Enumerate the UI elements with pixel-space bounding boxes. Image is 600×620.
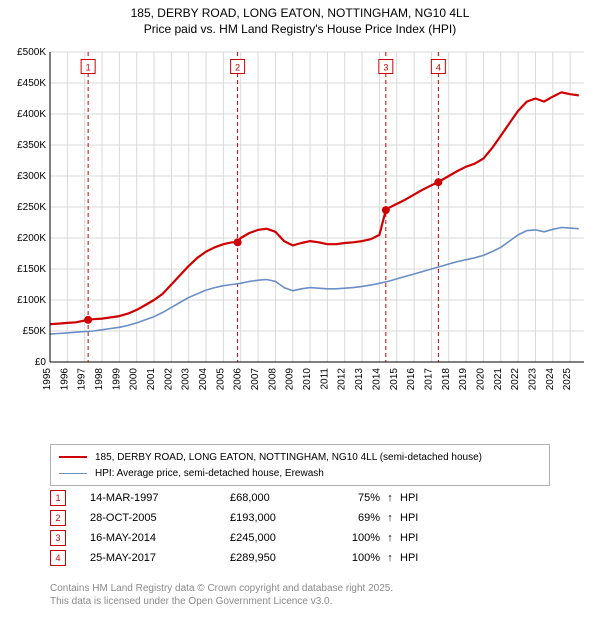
legend-label: HPI: Average price, semi-detached house,… [95, 468, 324, 479]
svg-text:1999: 1999 [111, 368, 122, 391]
svg-text:2014: 2014 [371, 368, 382, 391]
sale-marker: 3 [50, 530, 66, 546]
up-arrow-icon: ↑ [380, 512, 400, 524]
chart-title: 185, DERBY ROAD, LONG EATON, NOTTINGHAM,… [0, 0, 600, 37]
svg-text:2016: 2016 [406, 368, 417, 391]
legend-label: 185, DERBY ROAD, LONG EATON, NOTTINGHAM,… [95, 452, 482, 463]
table-row: 1 14-MAR-1997 £68,000 75% ↑ HPI [50, 488, 440, 508]
svg-text:2025: 2025 [562, 368, 573, 391]
svg-text:£50K: £50K [23, 326, 47, 337]
svg-text:£250K: £250K [17, 202, 46, 213]
hpi-label: HPI [400, 512, 440, 524]
svg-text:2011: 2011 [319, 368, 330, 390]
title-line-1: 185, DERBY ROAD, LONG EATON, NOTTINGHAM,… [0, 6, 600, 22]
up-arrow-icon: ↑ [380, 532, 400, 544]
svg-text:2008: 2008 [267, 368, 278, 391]
svg-text:2012: 2012 [337, 368, 348, 391]
sale-ratio: 75% [330, 492, 380, 504]
svg-text:£350K: £350K [17, 140, 46, 151]
svg-text:2020: 2020 [475, 368, 486, 391]
svg-text:2002: 2002 [163, 368, 174, 391]
svg-text:1997: 1997 [77, 368, 88, 391]
svg-text:2006: 2006 [233, 368, 244, 391]
svg-text:2021: 2021 [493, 368, 504, 391]
svg-text:£100K: £100K [17, 295, 46, 306]
svg-text:2022: 2022 [510, 368, 521, 391]
svg-text:£150K: £150K [17, 264, 46, 275]
sale-date: 28-OCT-2005 [90, 512, 230, 524]
svg-text:2024: 2024 [545, 368, 556, 391]
legend-swatch [59, 456, 87, 458]
table-row: 3 16-MAY-2014 £245,000 100% ↑ HPI [50, 528, 440, 548]
svg-text:1998: 1998 [94, 368, 105, 391]
sale-price: £68,000 [230, 492, 330, 504]
sale-date: 25-MAY-2017 [90, 552, 230, 564]
svg-text:2017: 2017 [423, 368, 434, 391]
svg-text:2013: 2013 [354, 368, 365, 391]
svg-text:£0: £0 [35, 357, 47, 368]
table-row: 2 28-OCT-2005 £193,000 69% ↑ HPI [50, 508, 440, 528]
hpi-label: HPI [400, 552, 440, 564]
svg-text:£500K: £500K [17, 47, 46, 58]
svg-text:2000: 2000 [129, 368, 140, 391]
sale-marker: 4 [50, 550, 66, 566]
table-row: 4 25-MAY-2017 £289,950 100% ↑ HPI [50, 548, 440, 568]
legend-row: 185, DERBY ROAD, LONG EATON, NOTTINGHAM,… [59, 449, 541, 465]
legend-swatch [59, 473, 87, 474]
sale-price: £193,000 [230, 512, 330, 524]
svg-text:£300K: £300K [17, 171, 46, 182]
up-arrow-icon: ↑ [380, 492, 400, 504]
svg-text:£400K: £400K [17, 109, 46, 120]
svg-text:4: 4 [436, 63, 441, 73]
svg-text:£200K: £200K [17, 233, 46, 244]
svg-text:2023: 2023 [527, 368, 538, 391]
svg-text:2019: 2019 [458, 368, 469, 391]
svg-text:1995: 1995 [42, 368, 53, 391]
line-chart: £0 £50K £100K £150K £200K £250K £300K £350K £400… [8, 42, 592, 440]
svg-text:£450K: £450K [17, 78, 46, 89]
sale-marker: 2 [50, 510, 66, 526]
svg-text:2004: 2004 [198, 368, 209, 391]
hpi-label: HPI [400, 532, 440, 544]
svg-text:2005: 2005 [215, 368, 226, 391]
sale-marker: 1 [50, 490, 66, 506]
page: 185, DERBY ROAD, LONG EATON, NOTTINGHAM,… [0, 0, 600, 620]
svg-text:2: 2 [235, 63, 240, 73]
svg-text:2009: 2009 [285, 368, 296, 391]
legend: 185, DERBY ROAD, LONG EATON, NOTTINGHAM,… [50, 444, 550, 486]
sale-ratio: 100% [330, 532, 380, 544]
footer-attribution: Contains HM Land Registry data © Crown c… [50, 583, 393, 608]
footer-line-2: This data is licensed under the Open Gov… [50, 596, 393, 609]
legend-row: HPI: Average price, semi-detached house,… [59, 465, 541, 481]
svg-text:3: 3 [383, 63, 388, 73]
sale-ratio: 100% [330, 552, 380, 564]
sale-ratio: 69% [330, 512, 380, 524]
title-line-2: Price paid vs. HM Land Registry's House … [0, 22, 600, 38]
sale-price: £245,000 [230, 532, 330, 544]
svg-text:1: 1 [86, 63, 91, 73]
svg-text:1996: 1996 [59, 368, 70, 391]
sales-table: 1 14-MAR-1997 £68,000 75% ↑ HPI 2 28-OCT… [50, 488, 440, 568]
sale-date: 16-MAY-2014 [90, 532, 230, 544]
sale-price: £289,950 [230, 552, 330, 564]
chart-area: £0 £50K £100K £150K £200K £250K £300K £350K £400… [8, 42, 592, 440]
up-arrow-icon: ↑ [380, 552, 400, 564]
sale-date: 14-MAR-1997 [90, 492, 230, 504]
hpi-label: HPI [400, 492, 440, 504]
svg-text:2003: 2003 [181, 368, 192, 391]
svg-text:2015: 2015 [389, 368, 400, 391]
svg-text:2018: 2018 [441, 368, 452, 391]
svg-text:2010: 2010 [302, 368, 313, 391]
svg-text:2007: 2007 [250, 368, 261, 391]
footer-line-1: Contains HM Land Registry data © Crown c… [50, 583, 393, 596]
svg-text:2001: 2001 [146, 368, 157, 391]
